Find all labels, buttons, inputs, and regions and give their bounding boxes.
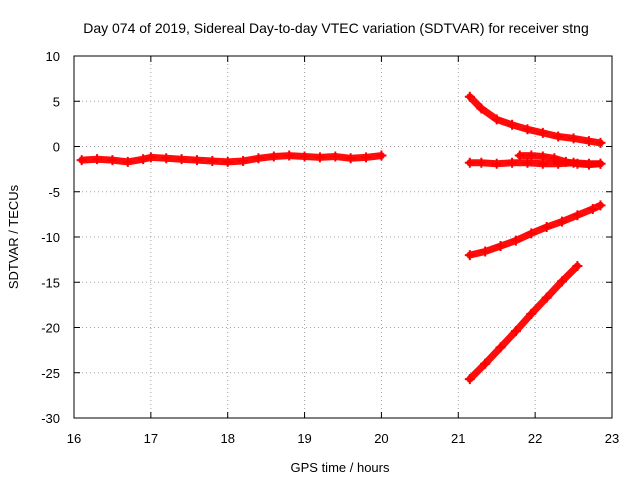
data-point-track-1 — [253, 153, 264, 164]
data-point-track-1 — [361, 152, 372, 163]
x-tick-label: 22 — [528, 431, 542, 446]
data-point-track-1 — [191, 155, 202, 166]
data-point-track-5 — [595, 200, 606, 211]
y-axis-label: SDTVAR / TECUs — [6, 184, 21, 289]
data-point-track-2 — [507, 119, 518, 130]
data-point-track-1 — [222, 156, 233, 167]
data-point-track-4 — [537, 151, 548, 162]
data-point-track-5 — [557, 216, 568, 227]
data-point-track-6 — [480, 358, 491, 369]
data-point-track-5 — [572, 210, 583, 221]
data-point-track-1 — [107, 155, 118, 166]
data-point-track-1 — [122, 156, 133, 167]
data-point-track-2 — [464, 91, 475, 102]
data-point-track-2 — [476, 103, 487, 114]
y-tick-label: -25 — [41, 366, 60, 381]
data-point-track-5 — [510, 235, 521, 246]
data-point-track-6 — [510, 326, 521, 337]
data-point-track-1 — [284, 150, 295, 161]
data-point-track-6 — [495, 342, 506, 353]
data-point-track-1 — [268, 151, 279, 162]
y-tick-label: -15 — [41, 275, 60, 290]
data-point-track-3 — [476, 157, 487, 168]
data-point-track-4 — [549, 153, 560, 164]
data-point-track-1 — [238, 155, 249, 166]
data-point-track-4 — [560, 156, 571, 167]
data-point-track-1 — [92, 154, 103, 165]
y-tick-label: -10 — [41, 230, 60, 245]
data-point-track-1 — [314, 152, 325, 163]
data-point-track-1 — [299, 151, 310, 162]
data-point-track-5 — [541, 222, 552, 233]
y-tick-label: 5 — [53, 94, 60, 109]
x-axis-label: GPS time / hours — [291, 460, 390, 475]
data-point-track-2 — [491, 114, 502, 125]
data-point-track-3 — [464, 157, 475, 168]
x-tick-label: 17 — [144, 431, 158, 446]
series-track-6 — [466, 262, 581, 383]
data-point-track-2 — [553, 131, 564, 142]
series-track-5 — [466, 201, 604, 259]
data-point-track-1 — [138, 154, 149, 165]
data-point-track-1 — [161, 153, 172, 164]
data-point-track-2 — [568, 133, 579, 144]
y-axis: -30 -25 -20 -15 -10 -5 0 5 10 — [41, 49, 612, 426]
x-tick-label: 20 — [374, 431, 388, 446]
data-point-track-2 — [537, 127, 548, 138]
data-point-track-2 — [595, 137, 606, 148]
data-point-track-4 — [514, 150, 525, 161]
data-point-track-4 — [595, 158, 606, 169]
x-tick-label: 23 — [605, 431, 619, 446]
x-axis: 16 17 18 19 20 21 22 23 — [67, 56, 619, 446]
data-point-track-1 — [345, 153, 356, 164]
data-point-track-2 — [522, 124, 533, 135]
data-point-track-1 — [176, 154, 187, 165]
data-point-track-1 — [376, 150, 387, 161]
data-point-track-6 — [526, 308, 537, 319]
y-tick-label: -20 — [41, 321, 60, 336]
data-point-track-5 — [526, 228, 537, 239]
data-point-track-3 — [491, 158, 502, 169]
data-point-track-1 — [76, 155, 87, 166]
x-tick-label: 16 — [67, 431, 81, 446]
data-point-track-4 — [526, 150, 537, 161]
data-point-track-6 — [464, 374, 475, 385]
data-point-track-3 — [522, 157, 533, 168]
data-point-track-4 — [583, 159, 594, 170]
x-tick-label: 19 — [297, 431, 311, 446]
data-point-track-5 — [480, 246, 491, 257]
data-point-track-3 — [507, 157, 518, 168]
data-point-track-5 — [587, 203, 598, 214]
plot-area — [76, 91, 606, 385]
y-tick-label: -5 — [48, 185, 60, 200]
data-point-track-1 — [330, 151, 341, 162]
data-point-track-5 — [464, 250, 475, 261]
x-tick-label: 18 — [220, 431, 234, 446]
chart-title: Day 074 of 2019, Sidereal Day-to-day VTE… — [83, 20, 589, 36]
data-point-track-6 — [572, 260, 583, 271]
data-point-track-1 — [207, 155, 218, 166]
data-point-track-5 — [495, 241, 506, 252]
data-point-track-2 — [583, 136, 594, 147]
x-tick-label: 21 — [451, 431, 465, 446]
data-point-track-1 — [145, 152, 156, 163]
y-tick-label: 0 — [53, 140, 60, 155]
y-tick-label: -30 — [41, 411, 60, 426]
series-track-2 — [466, 93, 604, 147]
data-point-track-4 — [572, 158, 583, 169]
y-tick-label: 10 — [46, 49, 60, 64]
data-point-track-6 — [557, 276, 568, 287]
data-point-track-6 — [541, 292, 552, 303]
